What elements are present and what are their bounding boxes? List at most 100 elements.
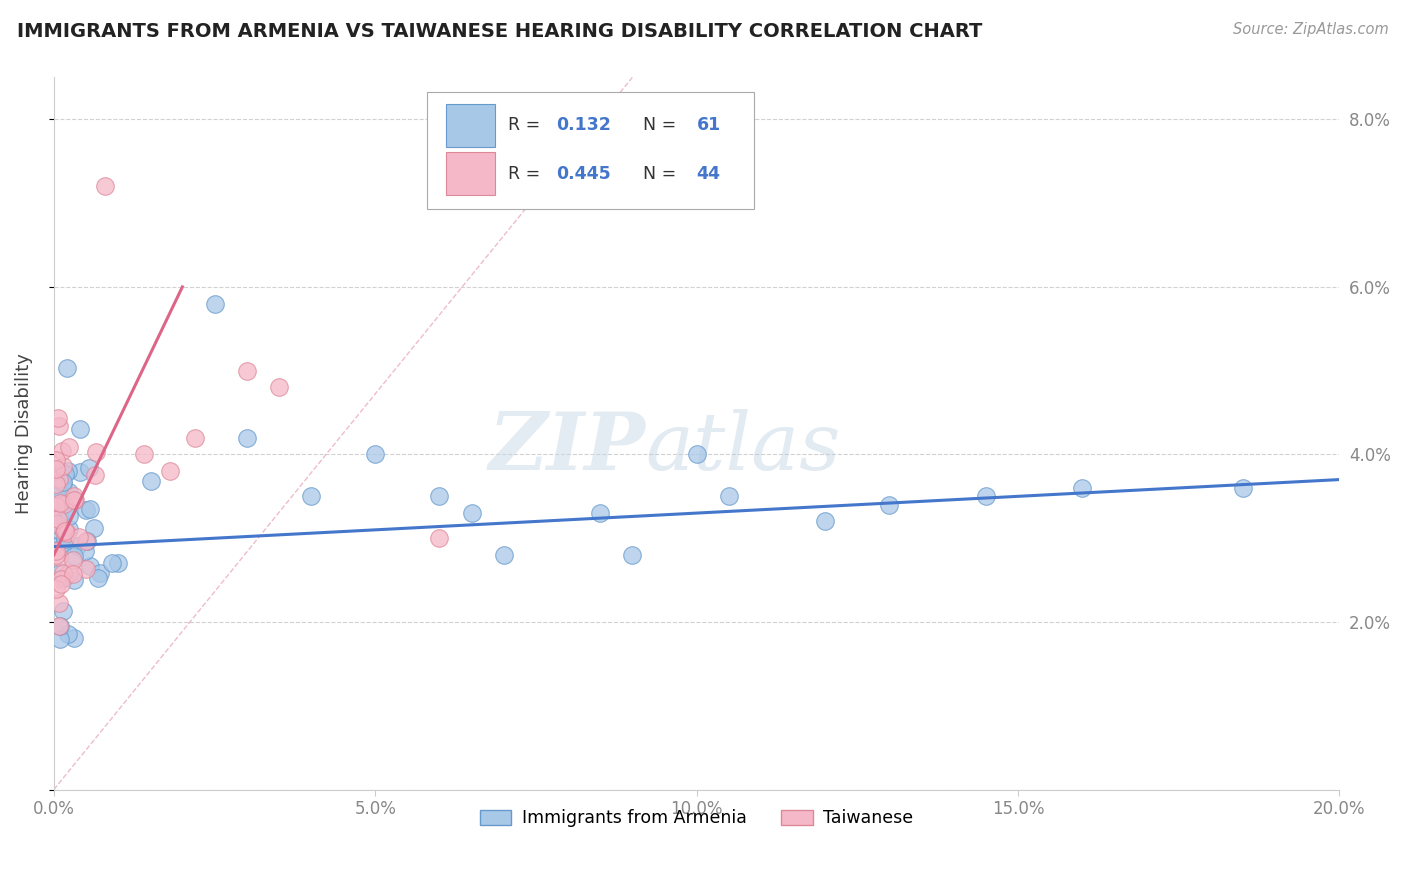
Text: R =: R = [508, 116, 546, 134]
Point [51, 577, 73, 591]
Point [1071, 481, 1094, 495]
Point [267, 380, 290, 394]
Point [107, 556, 129, 570]
Point [58, 441, 80, 455]
Point [45, 499, 67, 513]
Point [67, 530, 90, 544]
Point [49, 618, 72, 632]
Point [48, 496, 70, 510]
Point [429, 531, 451, 545]
Point [56, 627, 79, 641]
Point [48, 419, 70, 434]
Point [589, 506, 612, 520]
Point [1232, 481, 1254, 495]
Point [63, 631, 86, 645]
Point [56, 525, 79, 540]
Point [58, 522, 80, 536]
Point [139, 474, 162, 488]
Point [56, 360, 79, 375]
Point [94, 179, 117, 194]
Point [62, 553, 84, 567]
Point [49, 509, 72, 524]
Y-axis label: Hearing Disability: Hearing Disability [15, 353, 32, 514]
Point [53, 524, 76, 538]
Point [364, 447, 387, 461]
Legend: Immigrants from Armenia, Taiwanese: Immigrants from Armenia, Taiwanese [472, 803, 920, 834]
Point [48, 619, 70, 633]
Point [49, 537, 72, 551]
Point [48, 596, 70, 610]
Text: ZIP: ZIP [488, 409, 645, 486]
Text: 0.132: 0.132 [557, 116, 612, 134]
Point [52, 497, 75, 511]
Text: Source: ZipAtlas.com: Source: ZipAtlas.com [1233, 22, 1389, 37]
Point [58, 508, 80, 523]
Point [159, 464, 181, 478]
Text: N =: N = [643, 165, 682, 183]
Point [184, 431, 207, 445]
Point [51, 520, 73, 534]
Point [55, 503, 77, 517]
Point [974, 489, 997, 503]
Text: IMMIGRANTS FROM ARMENIA VS TAIWANESE HEARING DISABILITY CORRELATION CHART: IMMIGRANTS FROM ARMENIA VS TAIWANESE HEA… [17, 22, 983, 41]
Point [132, 447, 155, 461]
Point [58, 485, 80, 500]
Point [75, 503, 97, 517]
FancyBboxPatch shape [446, 103, 495, 146]
Point [62, 567, 84, 582]
Point [83, 467, 105, 482]
Point [65, 493, 87, 508]
Point [100, 556, 122, 570]
Point [235, 431, 257, 445]
Point [49, 524, 72, 539]
Point [429, 489, 451, 503]
Point [69, 465, 91, 479]
Point [49, 515, 72, 529]
Point [52, 477, 75, 491]
Point [45, 544, 67, 558]
Point [879, 498, 901, 512]
Point [63, 489, 86, 503]
Point [52, 475, 75, 489]
Point [46, 511, 69, 525]
Text: 61: 61 [696, 116, 721, 134]
Point [51, 444, 73, 458]
Point [460, 506, 482, 520]
FancyBboxPatch shape [426, 92, 755, 210]
Point [79, 502, 101, 516]
Point [69, 423, 91, 437]
Point [45, 462, 67, 476]
Point [235, 364, 257, 378]
Text: N =: N = [643, 116, 682, 134]
Text: R =: R = [508, 165, 546, 183]
Point [52, 566, 75, 581]
Point [89, 566, 111, 580]
Point [45, 582, 67, 596]
Point [49, 487, 72, 501]
Point [49, 494, 72, 508]
Point [51, 540, 73, 554]
Point [58, 566, 80, 580]
Point [53, 467, 76, 482]
Point [63, 549, 86, 563]
FancyBboxPatch shape [446, 153, 495, 195]
Point [76, 533, 98, 548]
Point [717, 489, 740, 503]
Point [87, 571, 110, 585]
Point [75, 562, 97, 576]
Point [63, 493, 86, 508]
Point [48, 550, 70, 565]
Point [84, 444, 107, 458]
Point [53, 525, 76, 540]
Point [49, 566, 72, 581]
Point [49, 518, 72, 533]
Point [83, 521, 105, 535]
Point [48, 472, 70, 486]
Text: 0.445: 0.445 [557, 165, 612, 183]
Point [58, 464, 80, 478]
Point [45, 517, 67, 532]
Point [204, 296, 226, 310]
Point [49, 464, 72, 478]
Point [685, 447, 707, 461]
Point [77, 460, 100, 475]
